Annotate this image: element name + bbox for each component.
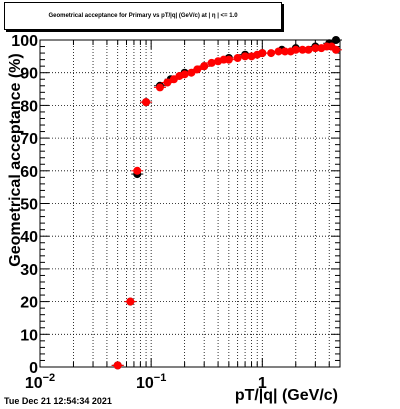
data-point — [187, 68, 196, 77]
y-tick-label: 80 — [20, 98, 38, 115]
y-tick-label: 0 — [29, 360, 38, 377]
grid-lines — [40, 40, 340, 367]
axis-ticks — [39, 39, 341, 368]
chart-title: Geometrical acceptance for Primary vs pT… — [4, 2, 282, 30]
data-point — [241, 52, 250, 61]
data-point — [331, 36, 340, 44]
data-point — [258, 49, 267, 58]
y-tick-label: 60 — [20, 164, 38, 181]
data-point — [311, 44, 320, 53]
data-point — [126, 297, 135, 306]
data-point — [331, 45, 340, 54]
y-tick-label: 70 — [20, 131, 38, 148]
x-tick-labels: 10−2 10−1 1 — [25, 372, 267, 392]
y-tick-label: 90 — [20, 66, 38, 83]
data-series — [111, 36, 342, 370]
y-tick-label: 40 — [20, 229, 38, 246]
data-point — [267, 49, 276, 58]
data-point — [193, 65, 202, 74]
series-1 — [111, 42, 342, 370]
y-tick-label: 100 — [11, 33, 38, 50]
data-point — [304, 45, 313, 54]
data-point — [113, 361, 122, 370]
data-point — [142, 98, 151, 107]
data-point — [163, 78, 172, 87]
data-point — [133, 166, 142, 175]
x-tick-label: 1 — [258, 375, 267, 392]
data-point — [291, 45, 300, 54]
y-tick-labels: 0 10 20 30 40 50 60 70 80 90 100 — [11, 33, 38, 377]
y-tick-label: 50 — [20, 197, 38, 214]
data-point — [180, 70, 189, 79]
y-tick-label: 20 — [20, 295, 38, 312]
data-point — [224, 55, 233, 64]
y-tick-label: 10 — [20, 327, 38, 344]
data-point — [155, 83, 164, 92]
x-tick-label: 10−1 — [136, 372, 166, 392]
timestamp: Tue Dec 21 12:54:34 2021 — [4, 396, 112, 406]
data-point — [233, 53, 242, 62]
y-tick-label: 30 — [20, 262, 38, 279]
data-point — [200, 62, 209, 71]
x-axis-label: pT/|q| (GeV/c) — [235, 387, 338, 404]
y-axis-label: Geometrical acceptance (%) — [7, 53, 24, 266]
data-point — [274, 47, 283, 56]
